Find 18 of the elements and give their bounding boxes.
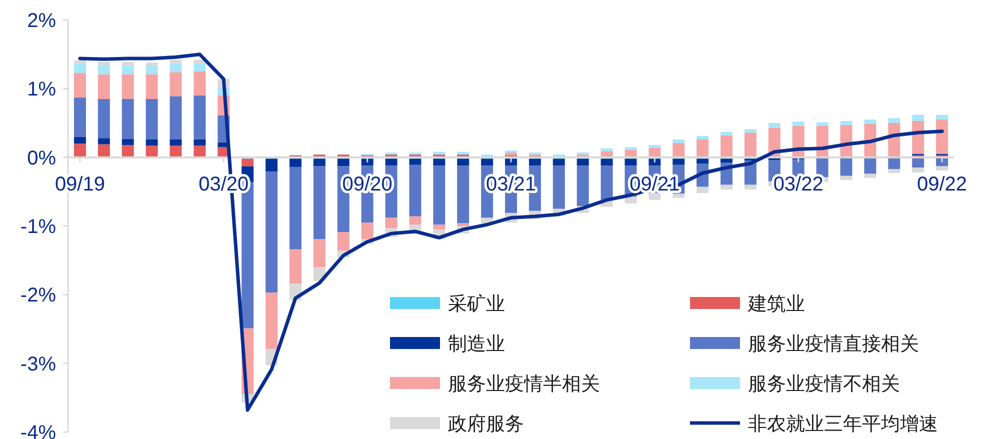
legend-label: 政府服务 bbox=[448, 413, 524, 435]
y-tick-label: 1% bbox=[27, 78, 56, 101]
y-tick-label: -1% bbox=[20, 216, 56, 238]
y-tick-label: -2% bbox=[20, 284, 56, 307]
legend-label: 建筑业 bbox=[747, 294, 805, 315]
x-tick-label: 09/19 bbox=[54, 173, 106, 196]
legend-label: 服务业疫情不相关 bbox=[748, 374, 900, 395]
y-tick-label: 0% bbox=[27, 147, 56, 170]
y-tick-label: 2% bbox=[27, 10, 56, 32]
legend-label: 服务业疫情半相关 bbox=[448, 374, 600, 395]
legend-label: 服务业疫情直接相关 bbox=[748, 334, 919, 355]
y-tick-label: -4% bbox=[20, 422, 56, 439]
x-tick-label: 03/22 bbox=[773, 173, 824, 196]
legend-label: 非农就业三年平均增速 bbox=[748, 414, 938, 435]
legend-label: 制造业 bbox=[448, 334, 505, 355]
y-tick-label: -3% bbox=[20, 353, 56, 376]
x-tick-label: 09/22 bbox=[916, 173, 968, 196]
legend-label: 采矿业 bbox=[448, 293, 505, 315]
